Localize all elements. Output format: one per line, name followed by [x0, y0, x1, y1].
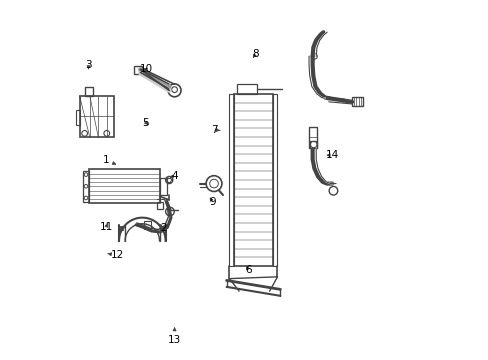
- Text: 10: 10: [139, 64, 152, 74]
- Bar: [351, 97, 362, 106]
- Bar: [84, 87, 93, 96]
- Bar: [309, 141, 317, 148]
- Text: 9: 9: [208, 197, 215, 207]
- Text: 4: 4: [170, 171, 178, 181]
- Text: 8: 8: [251, 49, 258, 59]
- Bar: [229, 94, 233, 266]
- Bar: [273, 94, 277, 266]
- Text: 6: 6: [244, 265, 251, 275]
- Text: 2: 2: [158, 224, 167, 233]
- Bar: [237, 84, 257, 94]
- Bar: [88, 169, 160, 203]
- Text: 12: 12: [107, 250, 123, 260]
- Text: 1: 1: [103, 155, 115, 165]
- Bar: [76, 110, 80, 125]
- Text: 3: 3: [85, 60, 92, 70]
- Text: 7: 7: [210, 125, 220, 135]
- Bar: [308, 127, 316, 148]
- Text: 13: 13: [167, 328, 181, 345]
- Bar: [80, 96, 113, 137]
- Bar: [134, 66, 142, 74]
- Bar: [233, 94, 273, 266]
- Bar: [144, 221, 150, 229]
- Text: 11: 11: [100, 222, 113, 231]
- Text: 14: 14: [325, 150, 338, 160]
- Bar: [157, 202, 163, 210]
- Bar: [83, 171, 88, 202]
- Bar: [160, 178, 166, 195]
- Text: 5: 5: [142, 118, 149, 128]
